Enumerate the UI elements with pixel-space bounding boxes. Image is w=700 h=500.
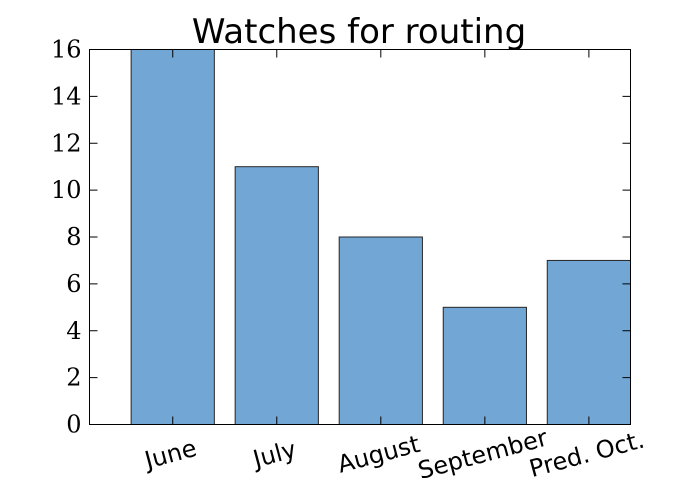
x-tick-label: July: [248, 435, 299, 474]
bar-june: [130, 49, 215, 425]
y-tick-label: 16: [51, 36, 82, 64]
bar-july: [234, 166, 319, 425]
y-tick-label: 0: [66, 411, 81, 439]
plot-frame: [89, 49, 631, 425]
y-tick-label: 14: [51, 82, 82, 110]
y-tick-label: 12: [51, 129, 82, 157]
y-axis-tick-labels: 0 2 4 6 8 10 12 14 16: [51, 36, 82, 439]
y-tick-label: 8: [66, 223, 81, 251]
x-tick-label: June: [140, 434, 200, 475]
bars-layer: [130, 49, 631, 425]
x-tick-label: August: [335, 430, 423, 479]
bar-pred-oct: [546, 259, 631, 425]
y-tick-label: 10: [51, 176, 82, 204]
y-tick-label: 6: [66, 270, 81, 298]
bar-august: [338, 236, 423, 425]
y-tick-label: 2: [66, 364, 81, 392]
bar-september: [442, 306, 527, 425]
chart-title: Watches for routing: [192, 12, 526, 52]
y-tick-label: 4: [66, 317, 81, 345]
